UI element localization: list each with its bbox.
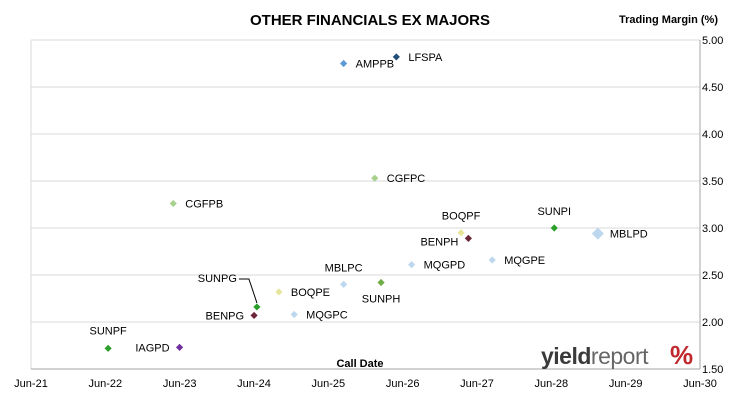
point-label: SUNPG <box>198 273 237 285</box>
yieldreport-logo: yieldreport % <box>541 340 693 370</box>
data-point <box>488 256 496 264</box>
x-axis-label: Call Date <box>336 358 383 370</box>
point-label: AMPPB <box>356 59 395 71</box>
data-point <box>290 310 298 319</box>
y-tick-label: 3.50 <box>702 176 723 188</box>
chart-title: OTHER FINANCIALS EX MAJORS <box>250 12 490 29</box>
x-tick-label: Jun-30 <box>683 378 717 390</box>
x-tick-label: Jun-27 <box>460 378 494 390</box>
y-tick-label: 5.00 <box>702 35 723 47</box>
gridlines <box>31 39 700 323</box>
x-tick-labels: Jun-21 Jun-22 Jun-23 Jun-24 Jun-25 Jun-26 Jun-… <box>14 378 717 390</box>
data-point <box>340 59 348 68</box>
point-label: BENPH <box>420 236 458 248</box>
data-point <box>371 174 379 182</box>
y-tick-label: 3.00 <box>702 223 723 235</box>
y-tick-label: 2.00 <box>702 317 723 329</box>
point-label: SUNPF <box>89 325 127 337</box>
y-tick-label: 2.50 <box>702 270 723 282</box>
y-tick-label: 1.50 <box>702 364 723 376</box>
point-label: BENPG <box>206 310 245 322</box>
logo-percent: % <box>670 340 693 370</box>
y-axis-label: Trading Margin (%) <box>619 14 718 26</box>
data-point <box>340 280 348 288</box>
point-label: MQGPC <box>306 309 348 321</box>
x-tick-label: Jun-25 <box>312 378 346 390</box>
data-point <box>407 261 416 269</box>
point-label: LFSPA <box>408 52 443 64</box>
point-label: CGFPC <box>387 173 426 185</box>
point-label: MBLPD <box>610 229 648 241</box>
x-tick-label: Jun-24 <box>237 378 271 390</box>
point-label: CGFPB <box>185 199 223 211</box>
axes <box>30 40 701 370</box>
point-label: SUNPI <box>537 206 571 218</box>
x-tick-label: Jun-26 <box>386 378 420 390</box>
data-point <box>253 303 261 311</box>
data-point <box>275 288 283 296</box>
y-tick-labels: 1.50 2.00 2.50 3.00 3.50 4.00 4.50 5.00 <box>702 35 723 376</box>
leader-line <box>238 278 258 304</box>
data-point <box>250 311 258 320</box>
point-label: BOQPE <box>291 287 330 299</box>
data-point <box>377 278 385 287</box>
data-points <box>104 53 604 352</box>
point-label: IAGPD <box>135 342 169 354</box>
data-point <box>550 224 558 232</box>
data-point <box>464 234 472 242</box>
x-tick-label: Jun-22 <box>89 378 123 390</box>
x-tick-label: Jun-29 <box>609 378 643 390</box>
point-labels: AMPPB LFSPA CGFPC CGFPB SUNPI MBLPD BOQPF BENPH… <box>89 52 647 354</box>
x-tick-label: Jun-21 <box>14 378 48 390</box>
logo-text: yieldreport <box>541 343 649 369</box>
data-point <box>392 53 400 61</box>
y-tick-label: 4.00 <box>702 129 723 141</box>
point-label: BOQPF <box>442 211 481 223</box>
point-label: MQGPD <box>424 260 466 272</box>
data-point <box>104 344 112 352</box>
x-tick-label: Jun-23 <box>163 378 197 390</box>
data-point <box>169 199 177 208</box>
data-point <box>457 229 465 237</box>
point-label: MQGPE <box>504 255 545 267</box>
data-point <box>591 227 604 240</box>
y-tick-label: 4.50 <box>702 82 723 94</box>
data-point <box>175 343 184 351</box>
x-tick-label: Jun-28 <box>535 378 569 390</box>
point-label: SUNPH <box>362 294 401 306</box>
point-label: MBLPC <box>325 262 363 274</box>
